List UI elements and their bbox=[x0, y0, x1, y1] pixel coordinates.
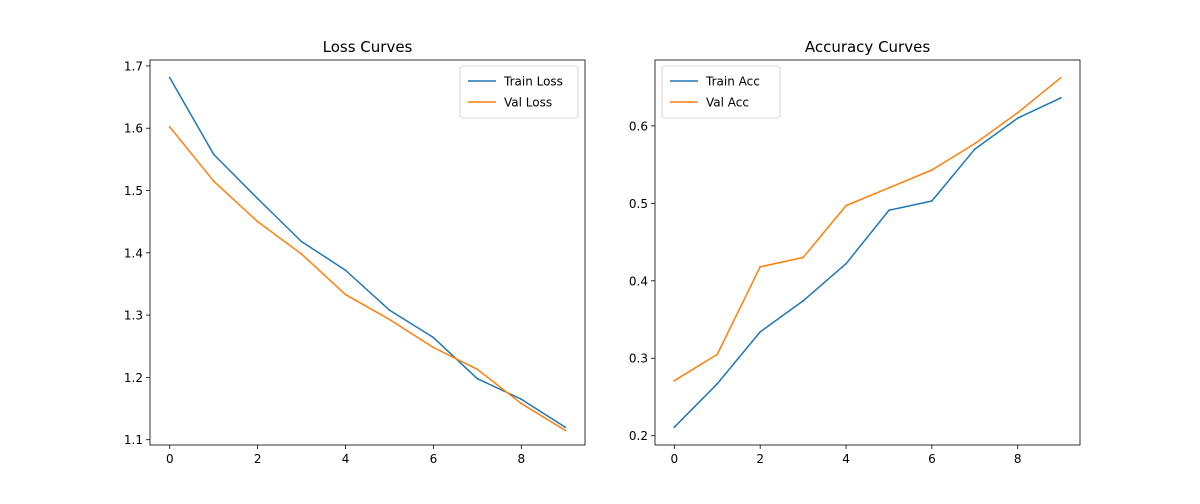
chart-0-y-tick-label: 1.4 bbox=[124, 246, 143, 260]
chart-0-x-tick-label: 6 bbox=[430, 452, 438, 466]
chart-0-y-tick-label: 1.5 bbox=[124, 184, 143, 198]
chart-0-series-0-point bbox=[344, 269, 347, 272]
chart-0-series-1-point bbox=[168, 126, 171, 128]
chart-0-series-1-point bbox=[344, 293, 347, 296]
chart-0-group: Loss Curves 0 2 4 6 8 1.1 1.2 1.3 1.4 1.5 1.6 1.7 Tra… bbox=[124, 38, 586, 466]
chart-1-series-1-point bbox=[716, 353, 719, 356]
chart-0-series-0-point bbox=[300, 240, 303, 243]
chart-0-title: Loss Curves bbox=[323, 38, 413, 56]
chart-1-legend: Train Acc Val Acc bbox=[661, 65, 781, 119]
chart-1-legend-label-0: Train Acc bbox=[705, 75, 760, 89]
chart-1-series-0-point bbox=[716, 382, 719, 385]
chart-0-x-tick-label: 0 bbox=[166, 452, 174, 466]
chart-1-series-0-point bbox=[973, 148, 976, 150]
chart-1-series-0-point bbox=[845, 262, 847, 265]
chart-0-series-0-point bbox=[256, 197, 259, 200]
chart-0-y-tick-label: 1.2 bbox=[124, 371, 143, 385]
chart-1-series-1-line bbox=[673, 76, 1062, 382]
chart-0-series-0-point bbox=[388, 309, 391, 312]
chart-1-series-1-point bbox=[673, 379, 676, 382]
chart-1-series-1-point bbox=[1059, 76, 1062, 79]
chart-1-series-1-point bbox=[759, 265, 762, 268]
chart-1-series-0-line bbox=[673, 96, 1062, 429]
chart-0-series-0-point bbox=[476, 377, 479, 380]
chart-0-series-0-point bbox=[432, 336, 435, 339]
chart-1-y-tick-label: 0.5 bbox=[629, 197, 648, 211]
chart-0-series-1-point bbox=[300, 253, 303, 255]
chart-0-series-1-point bbox=[212, 180, 215, 183]
chart-0-series-1-line bbox=[168, 125, 567, 432]
chart-1-x-tick-label: 4 bbox=[842, 452, 850, 466]
chart-0-series-0-point bbox=[212, 153, 215, 156]
chart-1-y-tick-label: 0.4 bbox=[629, 274, 648, 288]
chart-0-series-0-line bbox=[168, 76, 567, 429]
chart-1-series-1-point bbox=[845, 204, 847, 207]
chart-1-series-0-point bbox=[673, 426, 676, 429]
chart-1-title: Accuracy Curves bbox=[805, 38, 931, 56]
chart-0-series-0-point bbox=[168, 76, 171, 79]
chart-1-x-tick-label: 0 bbox=[670, 452, 678, 466]
chart-0-x-tick-label: 8 bbox=[517, 452, 525, 466]
chart-1-series-1-point bbox=[1016, 111, 1019, 114]
chart-0-series-1-point bbox=[564, 429, 567, 432]
chart-1-legend-box bbox=[661, 65, 781, 119]
chart-1-group: Accuracy Curves 0 2 4 6 8 0.2 0.3 0.4 0.5 0.6 Train… bbox=[629, 38, 1081, 466]
chart-0-series-1-point bbox=[388, 318, 391, 321]
chart-0-series-0-point bbox=[564, 426, 567, 429]
chart-1-y-tick-label: 0.6 bbox=[629, 119, 648, 133]
chart-1-x-tick-label: 2 bbox=[756, 452, 764, 466]
chart-0-legend-box bbox=[459, 65, 579, 119]
chart-1-series-0-point bbox=[1059, 97, 1062, 99]
chart-1-series-0-point bbox=[930, 200, 933, 202]
chart-0-legend-label-1: Val Loss bbox=[504, 96, 552, 110]
chart-0-y-tick-label: 1.3 bbox=[124, 309, 143, 323]
chart-0-plot-frame bbox=[149, 59, 586, 446]
chart-1-series-0-point bbox=[759, 331, 762, 333]
chart-0-series-1-point bbox=[256, 220, 259, 223]
chart-0-x-tick-label: 4 bbox=[342, 452, 350, 466]
chart-1-series-1-point bbox=[802, 256, 805, 259]
chart-1-series-1-point bbox=[888, 186, 890, 189]
chart-0-legend: Train Loss Val Loss bbox=[459, 65, 579, 119]
chart-1-y-tick-label: 0.3 bbox=[629, 352, 648, 366]
chart-0-y-tick-label: 1.1 bbox=[124, 433, 143, 447]
chart-0-series-1-point bbox=[432, 346, 435, 349]
chart-1-legend-label-1: Val Acc bbox=[706, 96, 749, 110]
chart-1-x-tick-label: 8 bbox=[1014, 452, 1022, 466]
chart-0-series-1-point bbox=[520, 402, 523, 405]
chart-0-x-tick-label: 2 bbox=[254, 452, 262, 466]
chart-1-series-1-point bbox=[973, 142, 976, 145]
chart-0-series-1-point bbox=[476, 368, 479, 371]
chart-1-series-0-point bbox=[802, 300, 805, 302]
chart-1-series-0-point bbox=[888, 209, 890, 212]
chart-1-series-0-point bbox=[1016, 117, 1019, 119]
chart-1-x-tick-label: 6 bbox=[928, 452, 936, 466]
chart-0-legend-label-0: Train Loss bbox=[503, 75, 563, 89]
chart-0-series-0-point bbox=[520, 398, 523, 401]
chart-0-y-tick-label: 1.6 bbox=[124, 122, 143, 136]
chart-1-plot-frame bbox=[654, 59, 1081, 446]
chart-1-y-tick-label: 0.2 bbox=[629, 429, 648, 443]
chart-0-y-tick-label: 1.7 bbox=[124, 59, 143, 73]
chart-1-series-1-point bbox=[930, 169, 933, 171]
